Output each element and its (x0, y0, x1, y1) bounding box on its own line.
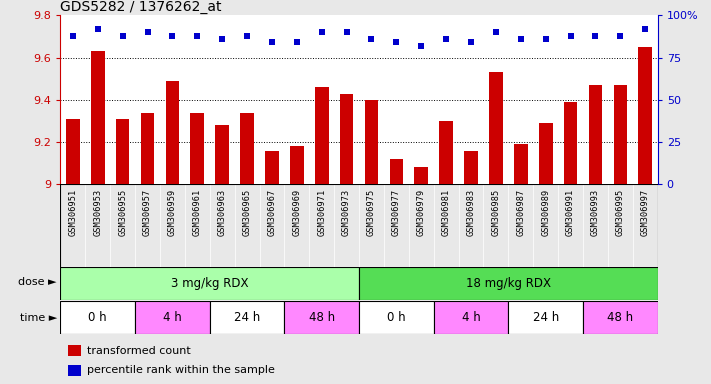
Bar (166, 81, 179, 184)
Bar (60, 301, 135, 334)
Text: GSM306965: GSM306965 (242, 189, 252, 236)
Text: GSM306961: GSM306961 (193, 189, 202, 236)
Bar (284, 301, 359, 334)
Bar (315, 87, 328, 184)
Point (465, 39, 476, 45)
Text: percentile rank within the sample: percentile rank within the sample (87, 365, 275, 375)
Text: GSM306997: GSM306997 (641, 189, 650, 236)
Text: GSM306991: GSM306991 (566, 189, 575, 236)
Bar (434, 301, 508, 334)
Point (490, 29, 501, 35)
Point (565, 33, 576, 39)
Point (241, 33, 253, 39)
Text: GSM306963: GSM306963 (218, 189, 227, 236)
Text: GSM306955: GSM306955 (118, 189, 127, 236)
Text: 4 h: 4 h (461, 311, 481, 324)
Bar (191, 113, 204, 184)
Text: 48 h: 48 h (309, 311, 335, 324)
Bar (583, 301, 658, 334)
Bar (539, 123, 552, 184)
Text: transformed count: transformed count (87, 346, 191, 356)
Bar (564, 102, 577, 184)
Point (191, 33, 203, 39)
Text: 0 h: 0 h (387, 311, 406, 324)
Point (92, 26, 104, 32)
Text: GDS5282 / 1376262_at: GDS5282 / 1376262_at (60, 0, 222, 14)
Text: GSM306973: GSM306973 (342, 189, 351, 236)
Text: 18 mg/kg RDX: 18 mg/kg RDX (466, 277, 551, 290)
Text: 4 h: 4 h (163, 311, 182, 324)
Bar (365, 100, 378, 184)
Bar (141, 113, 154, 184)
Bar (116, 119, 129, 184)
Point (540, 36, 551, 42)
Text: GSM306977: GSM306977 (392, 189, 401, 236)
Bar (60, 267, 359, 300)
Bar (135, 301, 210, 334)
Bar (614, 85, 627, 184)
Point (166, 33, 178, 39)
Text: dose ►: dose ► (18, 277, 57, 288)
Bar (290, 146, 304, 184)
Text: GSM306953: GSM306953 (93, 189, 102, 236)
Text: GSM306959: GSM306959 (168, 189, 177, 236)
Point (440, 36, 452, 42)
Bar (415, 167, 428, 184)
Text: GSM306975: GSM306975 (367, 189, 376, 236)
Point (515, 36, 526, 42)
Bar (464, 151, 478, 184)
Text: GSM306987: GSM306987 (516, 189, 525, 236)
Text: 24 h: 24 h (234, 311, 260, 324)
Bar (508, 301, 583, 334)
Point (141, 29, 154, 35)
Text: GSM306985: GSM306985 (491, 189, 501, 236)
Bar (240, 113, 254, 184)
Text: GSM306969: GSM306969 (292, 189, 301, 236)
Bar (210, 301, 284, 334)
Text: GSM306971: GSM306971 (317, 189, 326, 236)
Point (614, 33, 626, 39)
Bar (359, 301, 434, 334)
Bar (68, 365, 81, 376)
Bar (638, 47, 652, 184)
Text: GSM306979: GSM306979 (417, 189, 426, 236)
Point (639, 26, 651, 32)
Point (292, 39, 303, 45)
Bar (265, 151, 279, 184)
Bar (91, 51, 105, 184)
Bar (68, 345, 81, 356)
Point (391, 39, 402, 45)
Text: 3 mg/kg RDX: 3 mg/kg RDX (171, 277, 249, 290)
Text: 0 h: 0 h (88, 311, 107, 324)
Text: GSM306989: GSM306989 (541, 189, 550, 236)
Point (341, 29, 352, 35)
Point (589, 33, 601, 39)
Bar (359, 267, 658, 300)
Bar (439, 121, 453, 184)
Bar (215, 125, 229, 184)
Text: GSM306951: GSM306951 (68, 189, 77, 236)
Text: GSM306995: GSM306995 (616, 189, 625, 236)
Text: GSM306957: GSM306957 (143, 189, 152, 236)
Bar (390, 159, 403, 184)
Point (415, 43, 427, 49)
Point (266, 39, 277, 45)
Point (67, 33, 78, 39)
Text: GSM306993: GSM306993 (591, 189, 600, 236)
Text: GSM306967: GSM306967 (267, 189, 277, 236)
Point (216, 36, 228, 42)
Bar (340, 93, 353, 184)
Text: GSM306981: GSM306981 (442, 189, 451, 236)
Bar (489, 72, 503, 184)
Text: time ►: time ► (20, 313, 57, 323)
Point (117, 33, 128, 39)
Text: GSM306983: GSM306983 (466, 189, 476, 236)
Bar (589, 85, 602, 184)
Bar (514, 144, 528, 184)
Point (316, 29, 327, 35)
Text: 48 h: 48 h (607, 311, 634, 324)
Bar (66, 119, 80, 184)
Point (365, 36, 377, 42)
Text: 24 h: 24 h (533, 311, 559, 324)
